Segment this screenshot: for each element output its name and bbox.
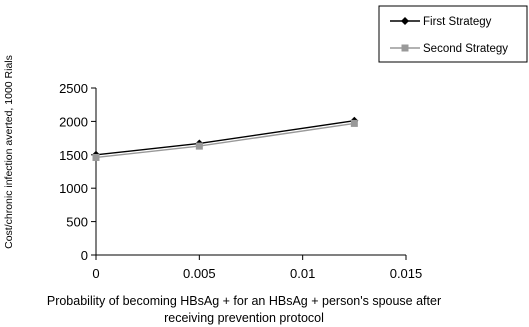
y-tick-label-0: 0 bbox=[81, 248, 88, 263]
y-tick-label-1500: 1500 bbox=[59, 148, 88, 163]
legend-marker-second-strategy bbox=[401, 44, 409, 52]
legend-entry-first-strategy: First Strategy bbox=[390, 16, 492, 28]
y-axis-ticks: 0 500 1000 1500 2000 2500 bbox=[59, 81, 96, 263]
x-tick-label-0: 0 bbox=[92, 266, 99, 281]
y-tick-label-1000: 1000 bbox=[59, 181, 88, 196]
x-tick-label-3: 0.015 bbox=[390, 266, 423, 281]
legend-box bbox=[378, 5, 528, 63]
data-point-second-strategy-1 bbox=[195, 142, 203, 150]
x-axis-label-line-1: Probability of becoming HBsAg + for an H… bbox=[47, 294, 441, 308]
legend-marker-first-strategy bbox=[401, 17, 409, 25]
legend-label-second-strategy: Second Strategy bbox=[423, 43, 508, 55]
data-point-second-strategy-0 bbox=[92, 153, 100, 161]
x-axis-ticks: 0 0.005 0.01 0.015 bbox=[92, 255, 422, 281]
series-line-second-strategy bbox=[95, 122, 355, 159]
y-tick-label-500: 500 bbox=[66, 215, 88, 230]
data-point-second-strategy-2 bbox=[350, 119, 358, 127]
plot-series bbox=[92, 116, 359, 161]
legend-entry-second-strategy: Second Strategy bbox=[390, 43, 508, 55]
legend-label-first-strategy: First Strategy bbox=[423, 16, 492, 28]
y-axis-label: Cost/chronic infection averted, 1000 Ria… bbox=[3, 55, 15, 249]
legend: First Strategy Second Strategy bbox=[378, 5, 528, 63]
x-tick-label-2: 0.01 bbox=[290, 266, 315, 281]
y-tick-label-2000: 2000 bbox=[59, 114, 88, 129]
y-tick-label-2500: 2500 bbox=[59, 81, 88, 96]
series-line-first-strategy bbox=[95, 120, 355, 156]
x-tick-label-1: 0.005 bbox=[183, 266, 216, 281]
x-axis-label-line-2: receiving prevention protocol bbox=[164, 311, 324, 325]
